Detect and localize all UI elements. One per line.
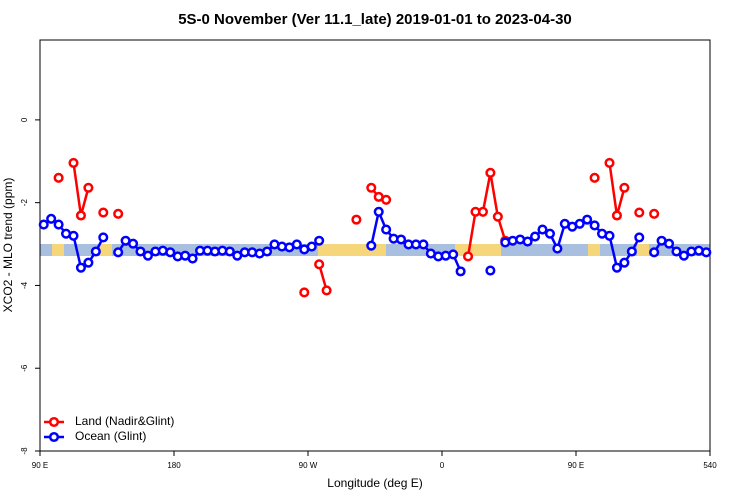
x-tick-label: 0 [440, 461, 445, 470]
data-point [485, 265, 496, 276]
data-point [619, 182, 630, 193]
data-point [187, 253, 198, 264]
series-line [42, 217, 105, 270]
y-tick-label: -6 [20, 364, 29, 372]
data-point [537, 224, 548, 235]
data-point [552, 243, 563, 254]
legend-marker [48, 431, 60, 443]
data-point [314, 259, 325, 270]
data-point [299, 287, 310, 298]
data-point [224, 246, 235, 257]
x-tick-label: 540 [703, 461, 717, 470]
data-point [113, 247, 124, 258]
y-tick-label: -8 [20, 447, 29, 455]
data-point [46, 213, 57, 224]
data-point [701, 247, 712, 258]
data-point [649, 247, 660, 258]
data-point [90, 246, 101, 257]
data-point [291, 239, 302, 250]
data-point [626, 246, 637, 257]
data-point [634, 232, 645, 243]
data-point [366, 182, 377, 193]
land-strip [455, 244, 501, 256]
data-point [53, 219, 64, 230]
x-tick-label: 90 W [299, 461, 318, 470]
data-point [98, 207, 109, 218]
y-tick-label: -4 [20, 281, 29, 289]
data-point [68, 157, 79, 168]
data-point [381, 194, 392, 205]
x-tick-label: 90 E [568, 461, 584, 470]
land-strip [52, 244, 64, 256]
plot-frame [39, 39, 711, 452]
data-point [142, 250, 153, 261]
x-tick-label: 90 E [32, 461, 48, 470]
data-point [589, 172, 600, 183]
data-point [604, 230, 615, 241]
data-point [418, 239, 429, 250]
data-point [53, 172, 64, 183]
data-point [351, 214, 362, 225]
data-point [321, 285, 332, 296]
data-point [165, 247, 176, 258]
data-point [582, 214, 593, 225]
data-point [530, 231, 541, 242]
data-point [128, 238, 139, 249]
data-point [611, 210, 622, 221]
land-strip [100, 244, 112, 256]
data-point [366, 240, 377, 251]
data-point [611, 262, 622, 273]
y-tick-label: 0 [20, 117, 29, 122]
data-point [544, 228, 555, 239]
x-axis-title: Longitude (deg E) [327, 476, 422, 490]
data-point [75, 262, 86, 273]
data-point [381, 224, 392, 235]
legend-label: Ocean (Glint) [75, 429, 146, 443]
data-point [589, 220, 600, 231]
data-point [98, 232, 109, 243]
data-point [83, 182, 94, 193]
y-tick-label: -2 [20, 199, 29, 207]
data-point [671, 246, 682, 257]
data-point [68, 230, 79, 241]
data-point [314, 235, 325, 246]
data-point [262, 246, 273, 257]
data-point [492, 211, 503, 222]
data-point [306, 241, 317, 252]
x-tick-label: 180 [167, 461, 181, 470]
land-strip [588, 244, 600, 256]
data-point [448, 249, 459, 260]
data-point [649, 208, 660, 219]
data-point [604, 157, 615, 168]
legend-marker [48, 416, 60, 428]
data-point [664, 238, 675, 249]
data-point [83, 257, 94, 268]
data-point [485, 167, 496, 178]
legend-label: Land (Nadir&Glint) [75, 414, 174, 428]
data-point [477, 206, 488, 217]
data-point [522, 236, 533, 247]
data-point [619, 257, 630, 268]
data-point [373, 206, 384, 217]
data-point [463, 251, 474, 262]
y-axis-title: XCO2 - MLO trend (ppm) [1, 178, 15, 313]
chart-title: 5S-0 November (Ver 11.1_late) 2019-01-01… [178, 11, 572, 28]
land-strip [637, 244, 649, 256]
data-point [38, 219, 49, 230]
data-point [634, 207, 645, 218]
data-point [113, 208, 124, 219]
data-point [574, 218, 585, 229]
data-point [135, 246, 146, 257]
data-point [678, 250, 689, 261]
data-point [455, 266, 466, 277]
data-point [75, 210, 86, 221]
data-point [396, 234, 407, 245]
